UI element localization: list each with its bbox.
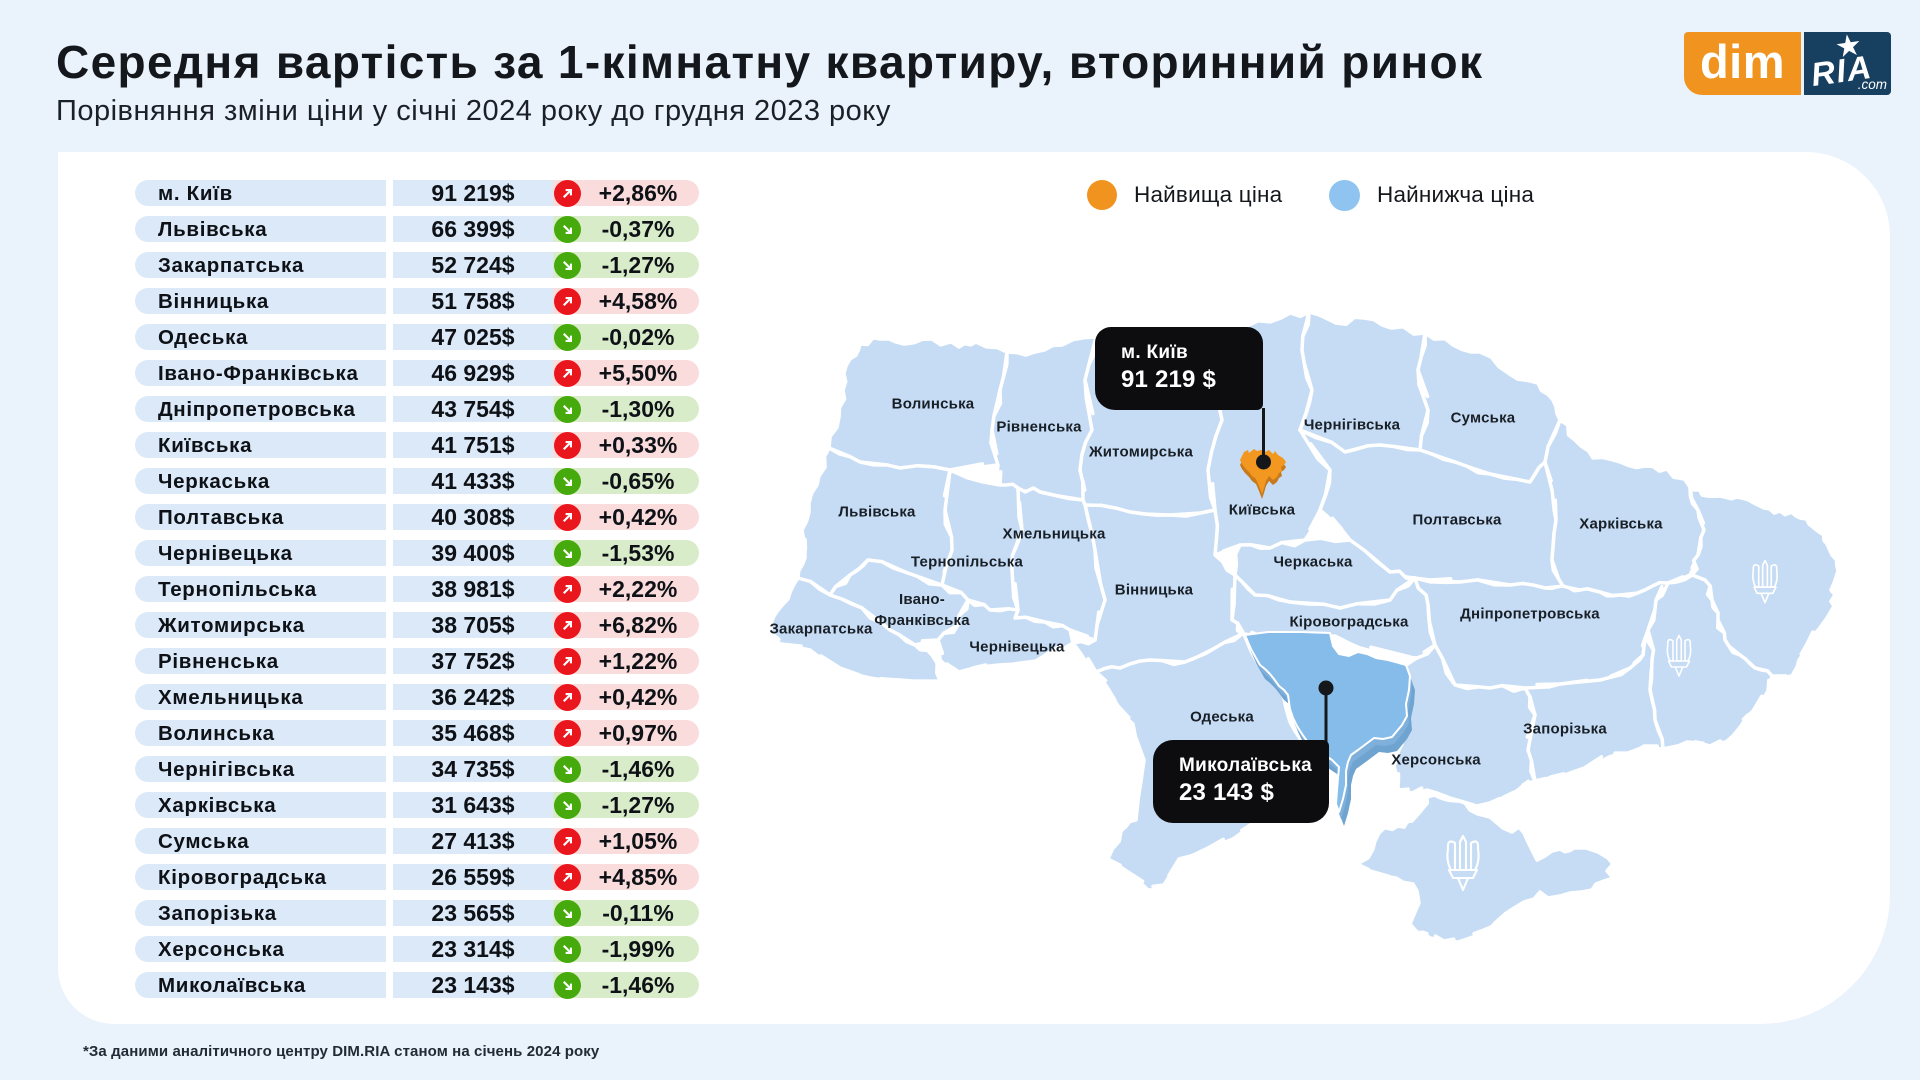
svg-text:Чернігівська: Чернігівська xyxy=(1304,417,1401,434)
svg-text:Закарпатська: Закарпатська xyxy=(769,621,873,638)
svg-text:Хмельницька: Хмельницька xyxy=(1003,526,1106,543)
svg-text:Одеська: Одеська xyxy=(1190,709,1254,726)
svg-text:Івано-: Івано- xyxy=(899,591,945,608)
svg-text:Чернівецька: Чернівецька xyxy=(969,639,1065,656)
svg-text:Херсонська: Херсонська xyxy=(1391,752,1481,769)
svg-text:Львівська: Львівська xyxy=(838,504,916,521)
svg-text:Тернопільська: Тернопільська xyxy=(911,554,1024,571)
svg-text:Полтавська: Полтавська xyxy=(1412,512,1502,529)
svg-text:Київська: Київська xyxy=(1229,502,1296,519)
svg-text:Вінницька: Вінницька xyxy=(1115,582,1194,599)
svg-text:Франківська: Франківська xyxy=(874,612,970,629)
svg-text:Запорізька: Запорізька xyxy=(1523,721,1607,738)
svg-text:Кіровоградська: Кіровоградська xyxy=(1289,614,1409,631)
svg-text:Житомирська: Житомирська xyxy=(1088,444,1193,461)
svg-text:Харківська: Харківська xyxy=(1579,516,1663,533)
svg-text:Рівненська: Рівненська xyxy=(996,419,1082,436)
svg-text:Дніпропетровська: Дніпропетровська xyxy=(1460,606,1600,623)
svg-text:Волинська: Волинська xyxy=(892,396,975,413)
svg-text:Черкаська: Черкаська xyxy=(1273,554,1353,571)
svg-text:Сумська: Сумська xyxy=(1451,410,1516,427)
